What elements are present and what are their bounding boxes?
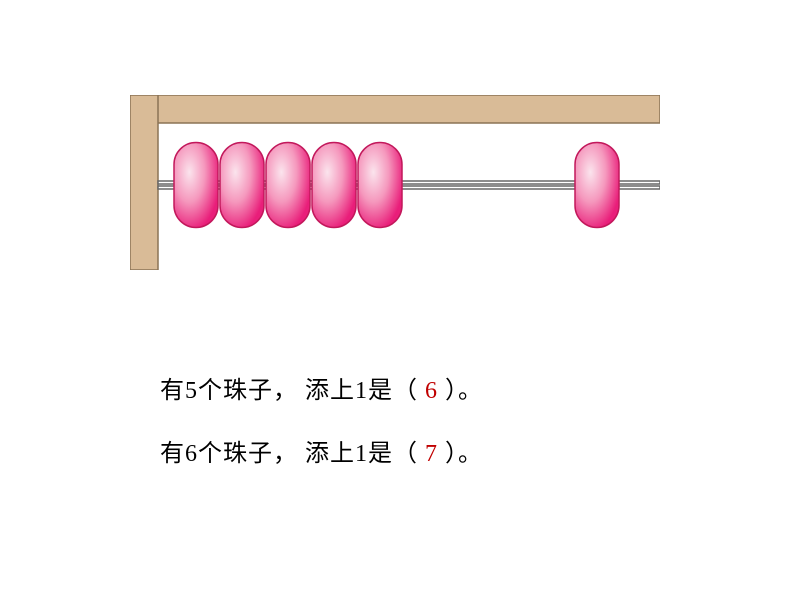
- line2-middle: 添上1是（: [305, 441, 418, 467]
- abacus-bead: [312, 143, 356, 228]
- question-line-1: 有5个珠子， 添上1是（ 6 ）。: [160, 370, 660, 405]
- line1-answer: 6: [425, 378, 438, 404]
- line1-suffix: ）。: [445, 378, 483, 404]
- abacus-bead: [358, 143, 402, 228]
- abacus-bead: [575, 143, 619, 228]
- line1-middle: 添上1是（: [305, 378, 418, 404]
- abacus-bead: [220, 143, 264, 228]
- line1-prefix: 有5个珠子，: [160, 378, 298, 404]
- text-section: 有5个珠子， 添上1是（ 6 ）。 有6个珠子， 添上1是（ 7 ）。: [160, 370, 660, 496]
- abacus-diagram: [130, 95, 660, 270]
- abacus-bead: [174, 143, 218, 228]
- abacus-bead: [266, 143, 310, 228]
- line2-prefix: 有6个珠子，: [160, 441, 298, 467]
- question-line-2: 有6个珠子， 添上1是（ 7 ）。: [160, 433, 660, 468]
- line2-suffix: ）。: [445, 441, 483, 467]
- line2-answer: 7: [425, 441, 438, 467]
